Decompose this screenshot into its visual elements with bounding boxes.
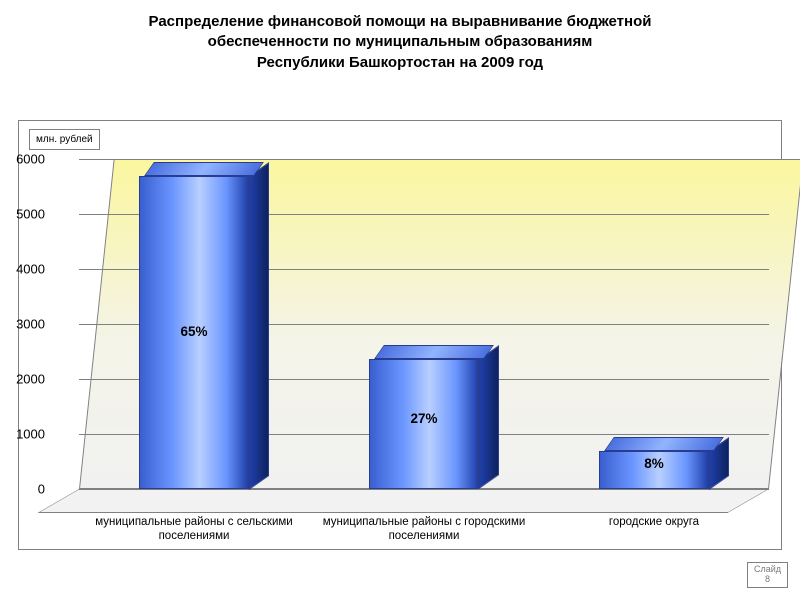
bar-side (479, 345, 499, 489)
chart-title: Распределение финансовой помощи на вырав… (0, 0, 800, 81)
y-tick-label: 5000 (5, 207, 45, 222)
bar-percent-label: 65% (180, 324, 207, 339)
bar-percent-label: 8% (644, 456, 664, 471)
slide-label-text: Слайд (754, 564, 781, 574)
slide-number-box: Слайд 8 (747, 562, 788, 588)
bar-top (374, 345, 494, 359)
bar-top (144, 162, 264, 176)
chart-container: млн. рублей 010002000300040005000600065%… (18, 120, 782, 550)
y-tick-label: 3000 (5, 317, 45, 332)
y-tick-label: 0 (5, 482, 45, 497)
x-category-label: муниципальные районы с сельскими поселен… (84, 515, 304, 544)
y-tick-label: 4000 (5, 262, 45, 277)
y-axis-unit-label: млн. рублей (29, 129, 100, 150)
y-tick-label: 6000 (5, 152, 45, 167)
slide-number: 8 (765, 574, 770, 584)
bar-side (249, 161, 269, 489)
bar-top (604, 437, 724, 451)
bar: 8% (599, 451, 709, 490)
title-line-3: Республики Башкортостан на 2009 год (257, 54, 543, 71)
plot-area: 010002000300040005000600065%27%8% (79, 159, 769, 489)
bar-percent-label: 27% (410, 411, 437, 426)
y-tick-label: 1000 (5, 427, 45, 442)
x-category-label: городские округа (544, 515, 764, 529)
chart-floor (37, 489, 769, 513)
gridline (79, 489, 769, 490)
bar: 27% (369, 359, 479, 489)
x-category-label: муниципальные районы с городскими поселе… (314, 515, 534, 544)
title-line-2: обеспеченности по муниципальным образова… (208, 33, 593, 50)
y-tick-label: 2000 (5, 372, 45, 387)
title-line-1: Распределение финансовой помощи на вырав… (149, 13, 652, 30)
gridline (79, 159, 769, 160)
bar: 65% (139, 176, 249, 490)
